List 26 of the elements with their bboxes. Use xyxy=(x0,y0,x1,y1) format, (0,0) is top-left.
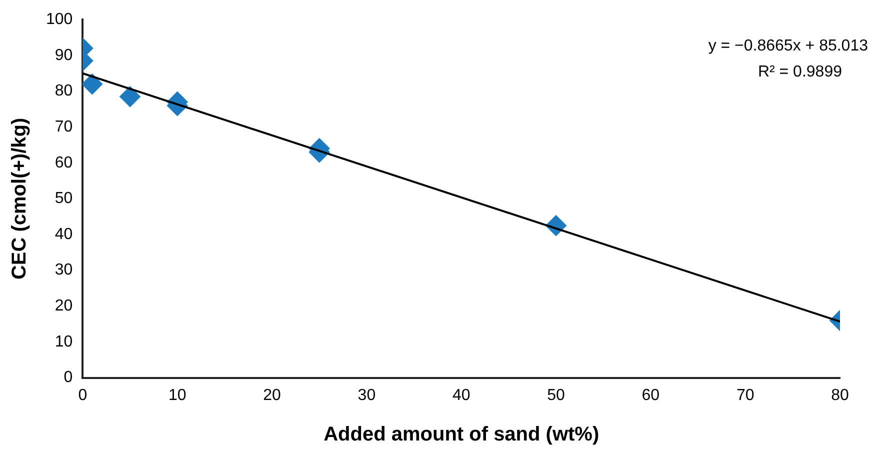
y-axis-title: CEC (cmol(+)/kg) xyxy=(8,118,31,280)
x-tick-label: 70 xyxy=(736,386,754,404)
y-tick-label: 60 xyxy=(54,154,73,172)
x-tick-label: 20 xyxy=(263,386,282,404)
point xyxy=(82,74,103,95)
x-tick-label: 40 xyxy=(452,386,470,404)
y-tick-label: 40 xyxy=(54,226,73,243)
y-tick-label: 100 xyxy=(46,11,73,28)
y-tick-label: 70 xyxy=(54,118,73,136)
y-tick-label: 0 xyxy=(64,369,73,386)
x-axis-title: Added amount of sand (wt%) xyxy=(324,424,600,446)
x-tick-label: 60 xyxy=(642,386,660,404)
x-tick-label: 10 xyxy=(168,386,186,404)
point xyxy=(120,86,141,108)
y-tick-label: 10 xyxy=(54,333,73,350)
y-tick-label: 80 xyxy=(54,82,73,100)
x-tick-label: 80 xyxy=(831,386,849,404)
y-tick-label: 30 xyxy=(54,262,73,279)
x-tick-label: 50 xyxy=(547,386,566,404)
y-tick-label: 20 xyxy=(54,298,73,315)
x-tick-label: 30 xyxy=(358,386,376,404)
y-tick-label: 50 xyxy=(54,190,73,208)
y-tick-label: 90 xyxy=(54,46,73,64)
x-tick-label: 0 xyxy=(78,386,88,404)
annotation: y = −0.8665x + 85.013 xyxy=(708,37,868,54)
annotation: R² = 0.9899 xyxy=(758,63,842,80)
